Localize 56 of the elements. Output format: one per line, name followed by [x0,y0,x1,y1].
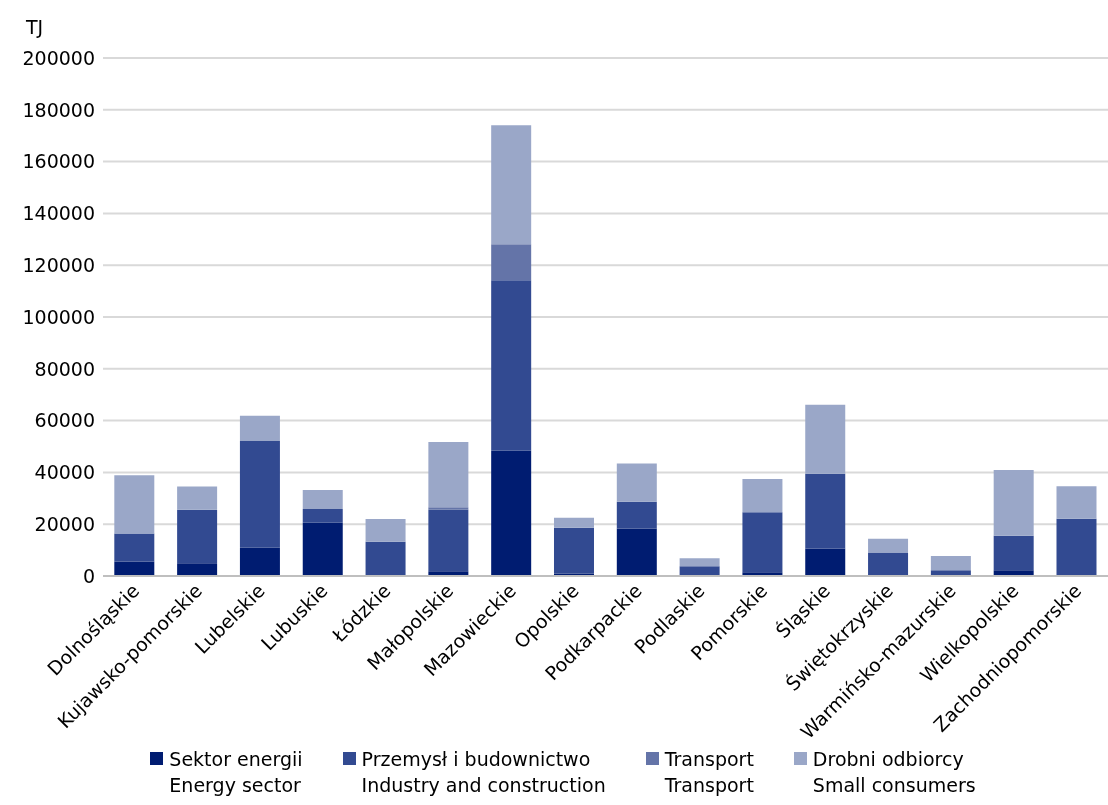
bar [742,512,783,573]
bar [993,535,1034,571]
bar [616,501,657,529]
bar [491,280,532,451]
bar [365,519,406,542]
bar [239,415,280,442]
y-axis-title: TJ [26,16,44,38]
y-tick-label: 0 [82,564,95,587]
bar [805,404,846,474]
y-tick-label: 120000 [22,253,95,276]
legend-label: Drobni odbiorcy Small consumers [812,747,976,798]
bar [491,244,532,281]
bar [868,552,909,576]
y-tick-label: 100000 [22,305,95,328]
bar [177,486,218,510]
bar [491,125,532,245]
y-tick-label: 160000 [22,150,95,173]
legend-label: Przemysł i budownictwo Industry and construction [361,747,606,798]
y-tick-label: 60000 [34,409,95,432]
legend-label: Sektor energii Energy sector [169,747,303,798]
bar [805,548,846,576]
bar [553,517,594,528]
bar [491,450,532,576]
bar [239,547,280,576]
bar [428,509,469,572]
bar [302,508,343,523]
bar [302,522,343,576]
y-tick-label: 180000 [22,98,95,121]
bar [679,566,720,576]
bar [428,442,469,508]
bar [114,533,155,562]
bar [679,558,720,567]
bar [553,527,594,574]
bar [1056,486,1097,519]
bar [177,509,218,564]
y-tick-label: 200000 [22,46,95,69]
bar [742,478,783,513]
bar [616,463,657,502]
bar [114,561,155,576]
bar [805,473,846,549]
bar [868,538,909,553]
bar [177,563,218,576]
y-tick-label: 20000 [34,512,95,535]
bar [993,470,1034,536]
bar [428,507,469,510]
bar [930,556,971,571]
bar [239,441,280,548]
legend-label: Transport Transport [664,747,754,798]
y-tick-label: 80000 [34,357,95,380]
y-tick-label: 40000 [34,461,95,484]
bar [114,475,155,534]
y-tick-label: 140000 [22,202,95,225]
bar [1056,518,1097,576]
bar [365,541,406,576]
bar [616,528,657,576]
bar [302,490,343,509]
